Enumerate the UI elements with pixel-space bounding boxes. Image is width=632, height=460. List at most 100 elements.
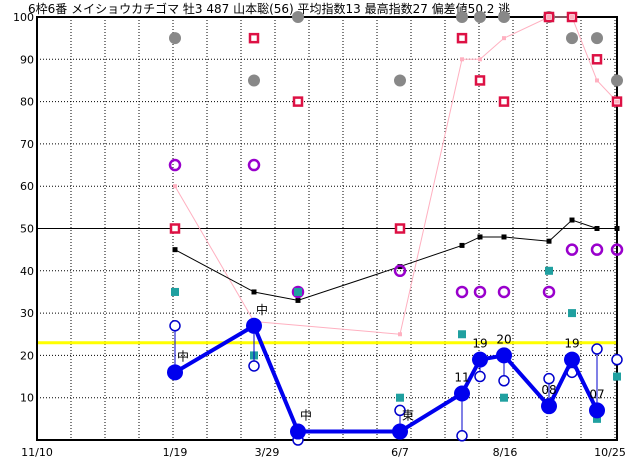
- x-tick-label: 10/25: [594, 446, 626, 459]
- black-point: [594, 226, 600, 231]
- purple-ring-point: [473, 285, 487, 299]
- purple-ring-point: [393, 264, 407, 278]
- purple-ring-point: [610, 243, 624, 256]
- purple-ring-point: [565, 243, 579, 256]
- open-circle-point: [394, 404, 406, 417]
- open-circle-point: [169, 320, 181, 332]
- pink-point: [173, 184, 177, 189]
- pink-point: [398, 332, 402, 337]
- gray-point: [169, 32, 181, 45]
- black-point: [546, 238, 552, 244]
- red-square-point: [498, 96, 510, 107]
- y-tick-label: 30: [20, 307, 34, 320]
- x-tick-label: 6/7: [391, 446, 409, 459]
- purple-ring-point: [247, 158, 261, 172]
- black-point: [251, 289, 257, 295]
- purple-ring-point: [291, 285, 305, 299]
- pink-point: [502, 36, 506, 41]
- index-label: 08: [541, 383, 556, 397]
- open-circle-point: [591, 343, 603, 355]
- index-point: [167, 364, 183, 381]
- gray-point: [591, 32, 603, 45]
- index-point: [246, 317, 262, 334]
- y-tick-label: 90: [20, 53, 34, 66]
- index-point: [472, 351, 488, 368]
- y-tick-label: 70: [20, 138, 34, 151]
- open-circle-point: [248, 360, 260, 372]
- gray-point: [474, 11, 486, 23]
- black-point: [501, 234, 507, 240]
- pink-point: [478, 57, 482, 62]
- pink-line: [174, 16, 618, 335]
- index-label: 中: [256, 302, 268, 317]
- open-circle-point: [456, 430, 468, 442]
- teal-point: [568, 309, 576, 318]
- y-tick-label: 80: [20, 96, 34, 109]
- gray-point: [248, 74, 260, 87]
- index-label: 中: [300, 408, 312, 423]
- gray-point: [611, 74, 623, 87]
- purple-ring-point: [590, 243, 604, 256]
- black-point: [295, 297, 301, 303]
- open-circle-point: [498, 375, 510, 387]
- index-point: [496, 347, 512, 364]
- red-square-point: [394, 223, 406, 234]
- gray-point: [566, 32, 578, 45]
- open-circle-point: [611, 353, 623, 366]
- black-point: [614, 226, 620, 231]
- chart-title: 6枠6番 メイショウカチゴマ 牡3 487 山本聡(56) 平均指数13 最高指…: [28, 2, 511, 16]
- teal-point: [545, 266, 553, 275]
- red-square-point: [292, 96, 304, 107]
- purple-ring-point: [455, 285, 469, 299]
- purple-ring-point: [542, 285, 556, 299]
- y-tick-label: 100: [13, 11, 34, 24]
- teal-point: [294, 287, 302, 296]
- red-square-point: [248, 32, 260, 44]
- index-point: [454, 385, 470, 402]
- teal-point: [500, 393, 508, 402]
- purple-ring-point: [168, 158, 182, 172]
- black-point: [459, 242, 465, 248]
- purple-ring-point: [497, 285, 511, 299]
- black-point: [172, 247, 178, 253]
- index-point: [589, 402, 605, 419]
- teal-point: [171, 287, 179, 296]
- index-point: [290, 423, 306, 440]
- y-tick-label: 50: [20, 223, 34, 236]
- red-square-point: [591, 54, 603, 65]
- red-square-point: [169, 223, 181, 234]
- index-label: 11: [454, 370, 469, 384]
- index-label: 19: [564, 337, 579, 351]
- index-label: 中: [177, 348, 189, 363]
- index-label: 20: [496, 332, 511, 346]
- gray-point: [498, 11, 510, 23]
- y-tick-label: 40: [20, 265, 34, 278]
- pink-point: [570, 15, 574, 19]
- teal-point: [396, 393, 404, 402]
- open-circle-point: [474, 370, 486, 383]
- index-line: [173, 322, 599, 434]
- y-tick-label: 60: [20, 180, 34, 193]
- index-label: 07: [589, 387, 604, 401]
- black-point: [569, 217, 575, 223]
- gray-point: [292, 11, 304, 23]
- index-point: [392, 423, 408, 440]
- x-tick-label: 11/10: [21, 446, 53, 459]
- pink-point: [595, 78, 599, 83]
- index-label: 東: [402, 409, 414, 423]
- red-square-point: [474, 75, 486, 86]
- teal-point: [458, 330, 466, 339]
- teal-point: [613, 372, 621, 381]
- pink-point: [615, 99, 619, 104]
- index-label: 19: [472, 337, 487, 351]
- open-circle-point: [543, 372, 555, 385]
- black-point: [477, 234, 483, 240]
- index-point: [541, 398, 557, 415]
- x-tick-label: 3/29: [255, 446, 280, 459]
- pink-point: [460, 57, 464, 62]
- gray-point: [456, 11, 468, 23]
- gray-point: [394, 74, 406, 87]
- x-tick-label: 8/16: [493, 446, 518, 459]
